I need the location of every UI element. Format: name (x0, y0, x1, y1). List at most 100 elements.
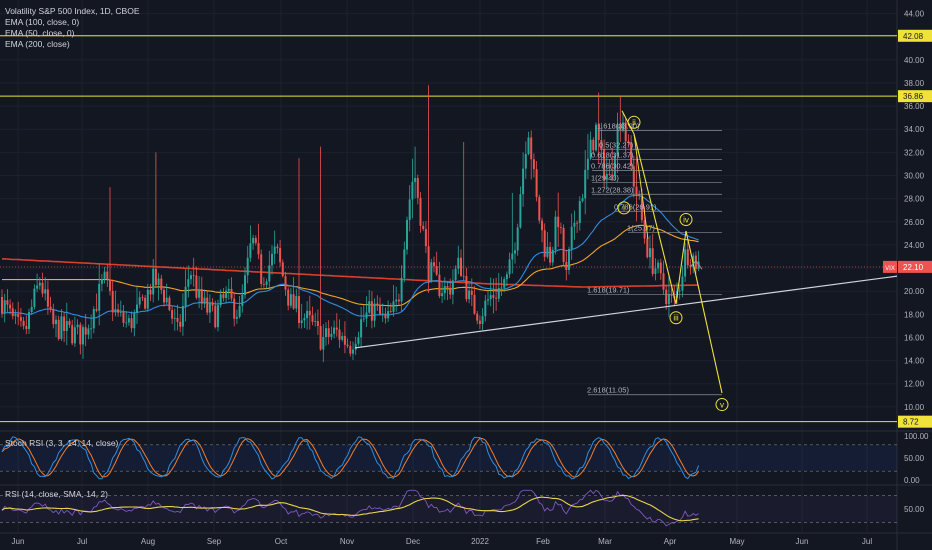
candle-body (30, 306, 33, 313)
candle-body (22, 320, 25, 327)
time-tick-label: Aug (141, 537, 155, 546)
candle-body (562, 227, 565, 262)
price-tick-label: 20.00 (904, 287, 925, 296)
candle-body (435, 266, 438, 275)
candle-body (357, 337, 360, 344)
stoch-tick-label: 0.00 (904, 476, 920, 485)
candle-body (119, 312, 122, 313)
candle-body (586, 158, 589, 170)
candle-body (462, 275, 465, 277)
wave-label-ring (627, 115, 641, 129)
candle-body (227, 288, 230, 291)
candle-body (100, 278, 103, 284)
candle-body (208, 302, 211, 313)
price-tick-label: 12.00 (904, 380, 925, 389)
candle-body (368, 301, 371, 313)
wave-label: v (720, 400, 724, 409)
level-tag-label: 42.08 (903, 32, 924, 41)
candle-body (354, 343, 357, 350)
candle-body (387, 311, 390, 319)
price-axis[interactable]: 44.0042.0040.0038.0036.0034.0032.0030.00… (0, 10, 932, 514)
candle-body (514, 250, 516, 254)
candle-body (190, 275, 192, 280)
candle-body (90, 328, 93, 330)
candle-body (419, 197, 422, 226)
candle-body (573, 222, 576, 227)
candle-body (519, 194, 522, 228)
candle-body (165, 297, 168, 303)
candle-body (611, 174, 614, 176)
forecast-arrow (689, 260, 703, 270)
candle-body (330, 333, 333, 337)
candle-body (46, 289, 49, 307)
candle-body (441, 293, 444, 297)
stoch-rsi-legend[interactable]: Stoch RSI (3, 3, 14, 14, close) (5, 438, 119, 448)
candle-body (624, 122, 627, 142)
candle-body (284, 276, 287, 290)
candle-body (408, 199, 411, 220)
candle-body (327, 328, 330, 337)
rsi-tick-label: 50.00 (904, 505, 925, 514)
candle-body (36, 285, 39, 289)
candle-body (632, 166, 635, 187)
candle-body (184, 286, 187, 306)
candle-body (597, 124, 600, 141)
candle-body (44, 289, 47, 294)
candle-body (38, 282, 41, 286)
candle-body (430, 262, 433, 282)
candle-body (319, 326, 322, 350)
candle-body (122, 312, 125, 323)
candle-body (554, 216, 557, 250)
rsi-legend[interactable]: RSI (14, close, SMA, 14, 2) (5, 489, 108, 499)
price-tick-label: 16.00 (904, 333, 925, 342)
time-tick-label: 2022 (471, 537, 489, 546)
annotations: 0.5(32.27) 0.618(31.37) 0.786(30.42) 1(29.4… (354, 110, 898, 412)
candle-body (570, 226, 573, 249)
candle-body (365, 312, 368, 319)
candle-body (173, 317, 176, 319)
candle-body (303, 318, 306, 321)
price-tick-label: 18.00 (904, 310, 925, 319)
candle-body (203, 297, 206, 304)
candle-body (49, 306, 52, 310)
price-tick-label: 32.00 (904, 148, 925, 157)
rsi-pane[interactable] (0, 489, 897, 527)
candle-body (241, 295, 244, 306)
candle-body (300, 320, 303, 323)
horizontal-levels (0, 35, 897, 423)
candle-body (551, 249, 554, 263)
candle-body (25, 326, 28, 330)
time-tick-label: Oct (275, 537, 288, 546)
price-tick-label: 34.00 (904, 125, 925, 134)
candle-body (273, 246, 276, 254)
candle-body (225, 290, 228, 299)
candle-body (530, 137, 533, 160)
ema200-legend[interactable]: EMA (200, close) (5, 39, 70, 49)
candle-body (292, 294, 295, 309)
candle-body (260, 254, 263, 285)
candle-body (422, 225, 425, 230)
candle-body (433, 262, 435, 267)
stoch-d-line (1, 437, 699, 478)
candle-body (465, 276, 468, 300)
candle-body (127, 318, 130, 323)
candle-body (141, 297, 144, 299)
price-tag-label: 22.10 (903, 263, 924, 272)
candle-body (109, 279, 111, 291)
candle-body (559, 227, 562, 228)
candle-body (33, 288, 36, 307)
candle-body (541, 220, 543, 231)
candle-body (581, 198, 584, 202)
ema100-legend[interactable]: EMA (100, close, 0) (5, 17, 80, 27)
candles[interactable] (1, 85, 700, 363)
candle-body (163, 289, 165, 303)
candle-body (316, 321, 319, 327)
candle-body (589, 139, 592, 159)
time-axis[interactable]: Jun Jul Aug Sep Oct Nov Dec 2022 Feb Mar Apr May Jun… (12, 537, 873, 546)
candle-body (403, 249, 406, 278)
stoch-k-line (1, 436, 700, 480)
stoch-rsi-pane[interactable] (0, 436, 897, 480)
ema50-legend[interactable]: EMA (50, close, 0) (5, 28, 75, 38)
candle-body (481, 316, 484, 324)
